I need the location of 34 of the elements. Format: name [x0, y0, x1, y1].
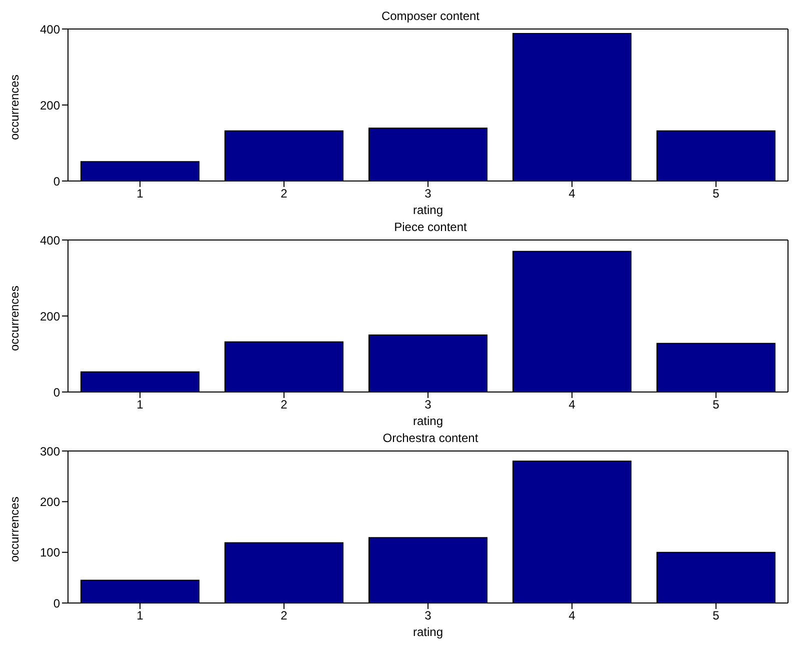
y-tick-label: 400: [40, 233, 60, 248]
chart-title: Piece content: [393, 219, 468, 235]
x-axis-title: rating: [412, 414, 444, 428]
y-axis-title: occurrences: [7, 286, 22, 351]
y-axis-title: occurrences: [7, 496, 22, 562]
x-tick-label: 1: [136, 186, 144, 201]
x-tick-label: 2: [280, 608, 288, 623]
x-tick-label: 5: [712, 398, 720, 412]
x-tick-label: 4: [568, 398, 576, 412]
x-tick-label: 2: [280, 398, 288, 412]
x-axis-title: rating: [412, 203, 444, 217]
y-tick-label: 200: [40, 98, 60, 112]
y-tick-label: 200: [40, 494, 60, 509]
x-tick-label: 3: [424, 398, 432, 412]
y-tick-label: 200: [40, 309, 60, 324]
x-tick-label: 5: [712, 608, 720, 623]
chart-title: Orchestra content: [382, 430, 480, 446]
x-tick-label: 4: [568, 186, 576, 201]
x-tick-label: 4: [568, 608, 576, 623]
x-tick-label: 1: [136, 608, 144, 623]
x-tick-label: 1: [136, 398, 144, 412]
y-tick-label: 100: [40, 546, 60, 560]
y-tick-label: 0: [53, 385, 60, 400]
x-tick-label: 2: [280, 186, 288, 201]
y-tick-label: 300: [40, 444, 60, 458]
chart-title: Composer content: [380, 8, 481, 24]
x-tick-label: 3: [424, 186, 432, 201]
y-tick-label: 0: [53, 596, 60, 610]
y-axis-title: occurrences: [7, 74, 22, 140]
y-tick-label: 400: [40, 22, 60, 36]
x-axis-title: rating: [412, 625, 444, 639]
x-tick-label: 3: [424, 608, 432, 623]
y-tick-label: 0: [53, 174, 60, 188]
x-tick-label: 5: [712, 186, 720, 201]
